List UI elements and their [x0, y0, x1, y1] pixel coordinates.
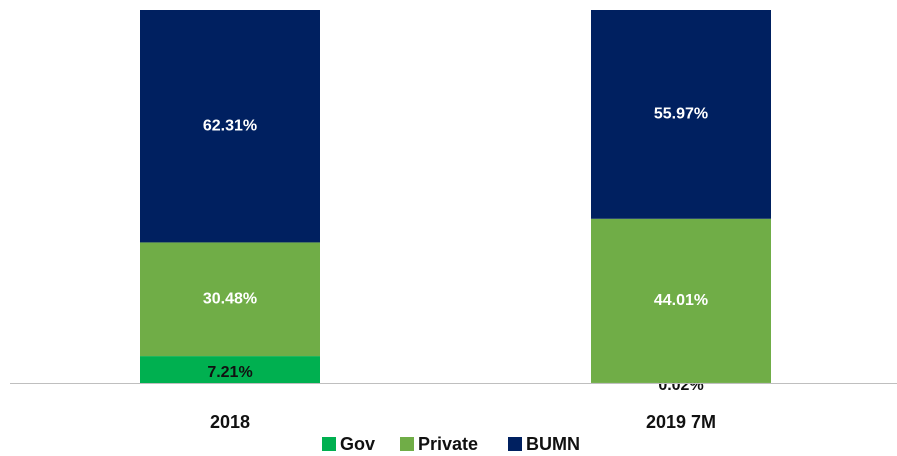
data-label: 30.48%	[203, 290, 257, 307]
legend-swatch	[322, 437, 336, 451]
data-label: 7.21%	[207, 364, 252, 381]
x-tick-label: 2018	[210, 412, 250, 432]
legend-label: Private	[418, 434, 478, 454]
legend-swatch	[400, 437, 414, 451]
bar-segment	[591, 218, 771, 383]
bar-segment	[140, 356, 320, 383]
legend-label: Gov	[340, 434, 375, 454]
legend-label: BUMN	[526, 434, 580, 454]
x-tick-label: 2019 7M	[646, 412, 716, 432]
data-label: 44.01%	[654, 292, 708, 309]
bar-segment	[140, 10, 320, 243]
data-label: 62.31%	[203, 117, 257, 134]
legend-swatch	[508, 437, 522, 451]
bar-segment	[140, 242, 320, 357]
bar-segment	[591, 10, 771, 219]
data-label: 55.97%	[654, 106, 708, 123]
